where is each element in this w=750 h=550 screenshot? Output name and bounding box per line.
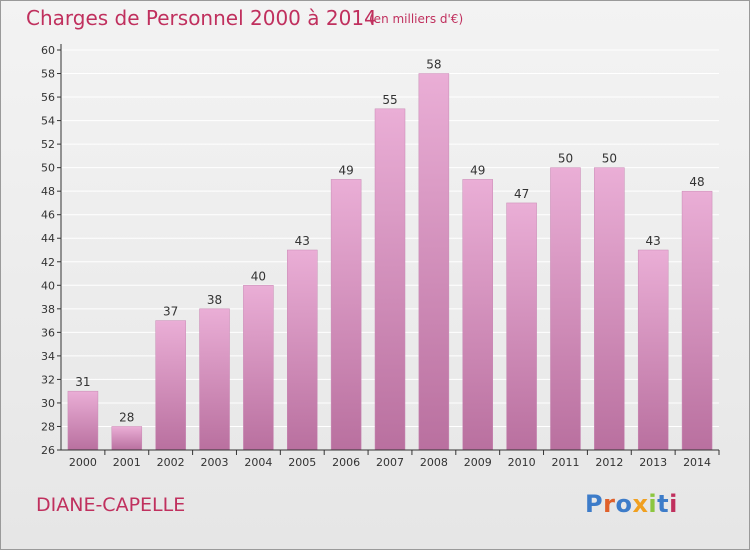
data-label: 55 [382, 93, 397, 107]
x-tick-label: 2012 [595, 456, 623, 469]
logo-letter: P [585, 490, 604, 518]
data-label: 28 [119, 410, 134, 424]
bar [418, 73, 450, 451]
data-label: 40 [251, 269, 266, 283]
y-tick-label: 52 [41, 138, 55, 151]
proxiti-logo: Proxiti [585, 490, 678, 518]
y-tick-label: 28 [41, 420, 55, 433]
bar [462, 179, 493, 451]
bars: 31 28 37 38 40 43 49 55 58 49 47 50 50 43 48 [67, 58, 713, 451]
y-tick-label: 60 [41, 44, 55, 57]
bar [67, 390, 99, 451]
x-tick-label: 2002 [157, 456, 185, 469]
data-label: 47 [514, 187, 529, 201]
x-tick-label: 2014 [683, 456, 711, 469]
y-tick-label: 46 [41, 209, 55, 222]
y-tick-label: 34 [41, 350, 55, 363]
data-label: 43 [646, 234, 661, 248]
x-tick-label: 2007 [376, 456, 404, 469]
y-tick-label: 58 [41, 68, 55, 81]
logo-letter: x [632, 490, 649, 518]
y-tick-label: 44 [41, 232, 55, 245]
bar [287, 249, 318, 451]
x-tick-label: 2000 [69, 456, 97, 469]
y-tick-label: 42 [41, 256, 55, 269]
bar [111, 426, 143, 451]
data-label: 58 [426, 58, 441, 72]
y-tick-label: 54 [41, 115, 55, 128]
logo-letter: o [615, 490, 633, 518]
x-tick-label: 2011 [551, 456, 579, 469]
y-tick-label: 30 [41, 397, 55, 410]
y-tick-label: 26 [41, 444, 55, 457]
bar [681, 190, 713, 451]
x-tick-label: 2009 [464, 456, 492, 469]
data-label: 49 [470, 163, 485, 177]
bar [374, 108, 406, 451]
data-label: 48 [689, 175, 704, 189]
data-label: 38 [207, 293, 222, 307]
bar [594, 167, 625, 451]
bar [243, 285, 274, 451]
logo-letter: t [657, 490, 670, 518]
location-name: DIANE-CAPELLE [36, 494, 186, 516]
data-label: 43 [295, 234, 310, 248]
axes: 26 28 30 32 34 36 38 40 42 44 46 48 50 52 54 56 58 60 2000… [41, 44, 720, 469]
data-label: 50 [558, 152, 573, 166]
data-label: 50 [602, 152, 617, 166]
x-tick-label: 2008 [420, 456, 448, 469]
x-tick-label: 2004 [244, 456, 272, 469]
bar [199, 308, 230, 451]
data-label: 37 [163, 305, 178, 319]
y-tick-label: 40 [41, 279, 55, 292]
bar [506, 202, 537, 451]
data-label: 31 [75, 375, 90, 389]
bar [155, 320, 186, 451]
bar [330, 179, 362, 451]
y-tick-label: 36 [41, 326, 55, 339]
x-tick-label: 2010 [508, 456, 536, 469]
y-tick-label: 32 [41, 373, 55, 386]
y-tick-label: 50 [41, 162, 55, 175]
data-label: 49 [338, 163, 353, 177]
bar [637, 249, 669, 451]
x-tick-label: 2006 [332, 456, 360, 469]
y-tick-label: 38 [41, 303, 55, 316]
logo-letter: i [669, 490, 678, 518]
y-tick-label: 48 [41, 185, 55, 198]
y-tick-label: 56 [41, 91, 55, 104]
logo-letter: i [648, 490, 658, 518]
logo-letter: r [603, 490, 616, 518]
bar [550, 167, 581, 451]
x-tick-label: 2013 [639, 456, 667, 469]
chart-subtitle: (en milliers d'€) [369, 12, 464, 26]
x-tick-label: 2005 [288, 456, 316, 469]
x-tick-label: 2001 [113, 456, 141, 469]
chart-title: Charges de Personnel 2000 à 2014 [26, 6, 377, 30]
x-tick-label: 2003 [201, 456, 229, 469]
